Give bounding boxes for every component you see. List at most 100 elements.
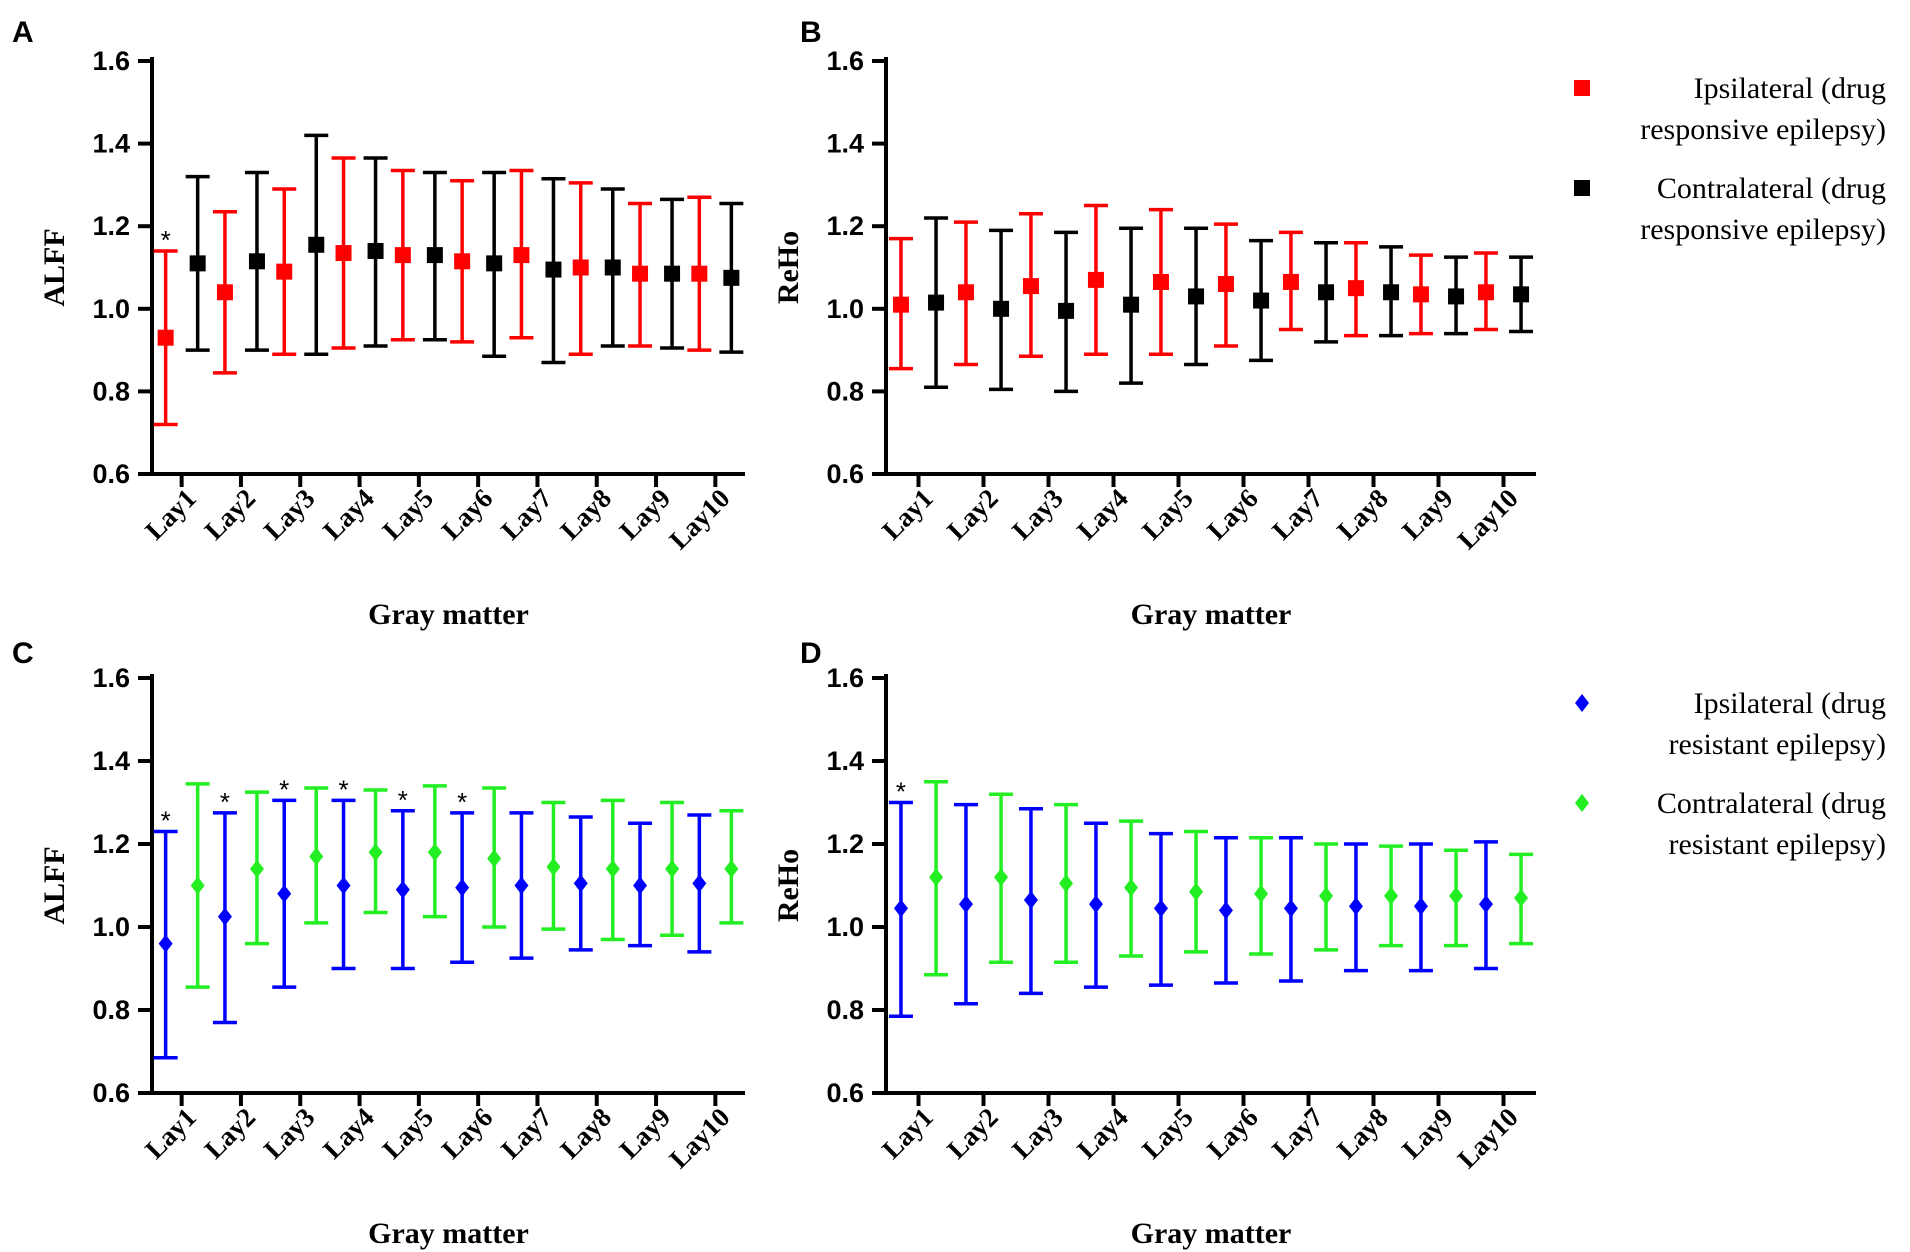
mean-marker — [1087, 271, 1104, 288]
x-tick-label: Lay10 — [1452, 1102, 1524, 1174]
y-axis-title: ReHo — [772, 849, 805, 922]
y-tick-label: 1.6 — [92, 663, 130, 693]
mean-marker — [486, 255, 503, 272]
legend-label-line1: Ipsilateral (drug — [1694, 72, 1886, 105]
x-tick-label: Lay10 — [663, 483, 735, 555]
mean-marker — [1058, 302, 1075, 319]
x-tick-label: Lay9 — [1396, 1102, 1459, 1165]
legend-label-line1: Ipsilateral (drug — [1694, 687, 1886, 720]
mean-marker — [573, 874, 588, 893]
mean-marker — [993, 300, 1010, 317]
mean-marker — [692, 874, 707, 893]
mean-marker — [1124, 878, 1139, 897]
x-axis-title: Gray matter — [368, 598, 529, 631]
mean-marker — [277, 884, 292, 903]
mean-marker — [1152, 273, 1169, 290]
y-tick-label: 1.6 — [826, 46, 864, 76]
y-tick-label: 1.0 — [826, 294, 864, 324]
mean-marker — [1319, 886, 1334, 905]
series-ipsilateral — [153, 156, 712, 427]
mean-marker — [158, 934, 173, 953]
significance-star: * — [398, 785, 408, 815]
series-ipsilateral — [888, 203, 1498, 371]
x-tick-label: Lay3 — [1006, 1102, 1069, 1165]
mean-marker — [395, 880, 410, 899]
mean-marker — [1217, 276, 1234, 293]
legend-bottom: Ipsilateral (drug resistant epilepsy) Cont… — [1575, 687, 1886, 861]
x-tick-label: Lay5 — [1136, 1102, 1199, 1165]
series-contralateral — [185, 782, 744, 989]
mean-marker — [513, 247, 530, 264]
x-tick-label: Lay3 — [1006, 483, 1069, 546]
significance-star: * — [220, 787, 230, 817]
mean-marker — [368, 843, 383, 862]
series-ipsilateral — [888, 800, 1498, 1018]
mean-marker — [1218, 901, 1233, 920]
legend-marker — [1575, 794, 1589, 812]
legend-marker — [1574, 180, 1590, 196]
x-tick-label: Lay4 — [1071, 1102, 1134, 1165]
x-tick-label: Lay8 — [554, 1102, 617, 1165]
mean-marker — [1188, 288, 1205, 305]
mean-marker — [1383, 284, 1400, 301]
mean-marker — [1384, 886, 1399, 905]
mean-marker — [276, 263, 293, 280]
x-tick-label: Lay10 — [663, 1102, 735, 1174]
mean-marker — [394, 247, 411, 264]
legend-label-line2: responsive epilepsy) — [1640, 213, 1886, 246]
y-tick-label: 0.8 — [92, 376, 130, 406]
mean-marker — [1254, 884, 1269, 903]
significance-star: * — [161, 225, 171, 255]
mean-marker — [724, 859, 739, 878]
series-contralateral — [185, 133, 744, 365]
y-tick-label: 1.4 — [826, 746, 864, 776]
panel-letter: B — [800, 16, 822, 49]
mean-marker — [1413, 897, 1428, 916]
mean-marker — [958, 895, 973, 914]
legend-label-line1: Contralateral (drug — [1657, 787, 1886, 820]
mean-marker — [1449, 886, 1464, 905]
mean-marker — [335, 245, 352, 262]
panel-letter: D — [800, 637, 822, 670]
mean-marker — [1513, 286, 1530, 303]
y-axis-title: ALFF — [38, 846, 71, 924]
significance-star: * — [457, 787, 467, 817]
x-axis-title: Gray matter — [1131, 1217, 1292, 1250]
significance-star: * — [279, 774, 289, 804]
mean-marker — [1412, 286, 1429, 303]
mean-marker — [1123, 296, 1140, 313]
y-axis-title: ReHo — [772, 231, 805, 304]
mean-marker — [1153, 899, 1168, 918]
mean-marker — [1023, 891, 1038, 910]
y-tick-label: 0.8 — [92, 995, 130, 1025]
x-tick-label: Lay7 — [1266, 1102, 1329, 1165]
x-tick-label: Lay2 — [199, 1102, 262, 1165]
panel-letter: A — [12, 16, 34, 49]
x-tick-label: Lay2 — [199, 483, 262, 546]
y-tick-label: 1.4 — [826, 129, 864, 159]
x-tick-label: Lay1 — [876, 483, 939, 546]
y-tick-label: 0.8 — [826, 376, 864, 406]
x-tick-label: Lay6 — [1201, 1102, 1264, 1165]
series-ipsilateral — [153, 798, 712, 1060]
mean-marker — [157, 329, 174, 346]
legend-marker — [1575, 694, 1589, 712]
mean-marker — [1318, 284, 1335, 301]
x-tick-label: Lay8 — [1331, 483, 1394, 546]
mean-marker — [1189, 882, 1204, 901]
mean-marker — [893, 899, 908, 918]
legend-label-line1: Contralateral (drug — [1657, 172, 1886, 205]
series-contralateral — [924, 216, 1534, 394]
mean-marker — [309, 847, 324, 866]
y-tick-label: 1.2 — [92, 211, 130, 241]
y-axis-title: ALFF — [38, 228, 71, 306]
mean-marker — [427, 843, 442, 862]
x-axis-title: Gray matter — [1131, 598, 1292, 631]
x-tick-label: Lay4 — [1071, 483, 1134, 546]
x-tick-label: Lay3 — [258, 1102, 321, 1165]
